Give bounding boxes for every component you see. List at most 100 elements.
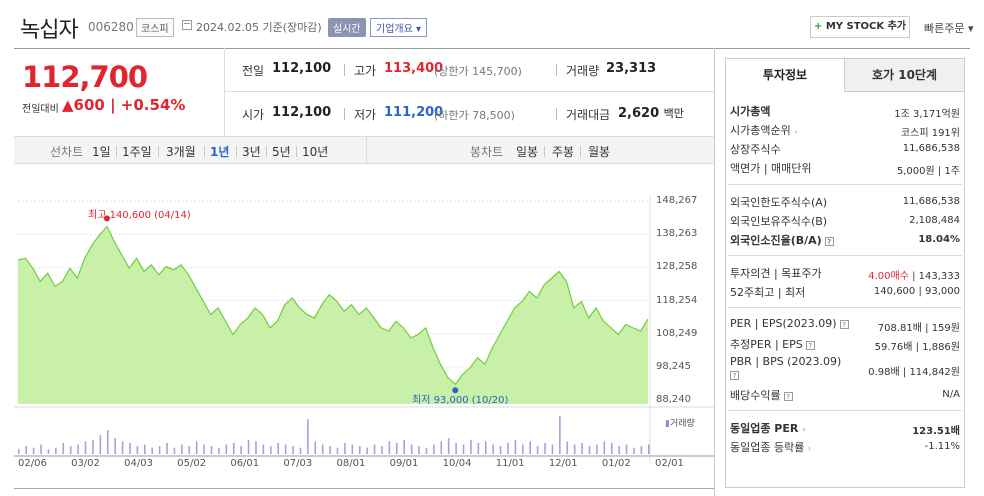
help-icon[interactable]: ? bbox=[824, 236, 834, 246]
plus-icon: + bbox=[813, 21, 823, 32]
par-value-value: 5,000원 | 1주 bbox=[896, 166, 960, 177]
volume-bar bbox=[299, 447, 302, 454]
period-1d[interactable]: 1일 bbox=[92, 145, 111, 159]
volume-bar bbox=[618, 446, 620, 454]
volume-bar bbox=[247, 439, 250, 454]
help-icon[interactable]: ? bbox=[783, 391, 793, 401]
foreign-ratio-label: 외국인소진율(B/A)? bbox=[730, 232, 834, 248]
x-tick-label: 06/01 bbox=[230, 458, 260, 469]
volume-bar bbox=[203, 444, 205, 454]
candle-weekly[interactable]: 주봉 bbox=[552, 145, 575, 159]
volume-bar bbox=[484, 441, 487, 454]
market-cap-label: 시가총액 bbox=[730, 105, 771, 118]
max-annotation: 최고 140,600 (04/14) bbox=[88, 210, 191, 221]
quick-order-dropdown[interactable]: 빠른주문 ▾ bbox=[924, 22, 974, 35]
chart-toolbar: 선차트 1일 1주일 3개월 1년 3년 5년 10년 봉차트 일봉 주봉 월봉 bbox=[14, 136, 714, 165]
volume-bar bbox=[32, 447, 35, 454]
low-value: 111,200 bbox=[384, 105, 444, 120]
volume-bar bbox=[455, 442, 457, 454]
market-cap-rank-value: 코스피 191위 bbox=[900, 128, 960, 139]
volume-bar bbox=[121, 441, 124, 454]
x-tick-label: 02/01 bbox=[655, 458, 684, 469]
dividend-value: N/A bbox=[942, 389, 960, 400]
volume-bar bbox=[529, 441, 532, 454]
volume-bar bbox=[292, 446, 294, 454]
volume-bar bbox=[210, 446, 213, 454]
foreign-hold-label: 외국인보유주식수(B) bbox=[730, 215, 828, 228]
volume-bar bbox=[166, 442, 168, 454]
period-1w[interactable]: 1주일 bbox=[122, 145, 152, 159]
volume-bar bbox=[373, 444, 376, 454]
x-tick-label: 02/06 bbox=[18, 458, 47, 469]
market-cap-value: 1조 3,171억원 bbox=[894, 109, 960, 120]
high-value: 113,400 bbox=[384, 61, 444, 76]
foreign-limit-value: 11,686,538 bbox=[902, 196, 960, 207]
x-tick-label: 08/01 bbox=[336, 458, 366, 469]
realtime-button[interactable]: 실시간 bbox=[328, 18, 366, 37]
period-10y[interactable]: 10년 bbox=[302, 145, 329, 159]
industry-change-value: -1.11% bbox=[924, 441, 960, 452]
dividend-label: 배당수익률? bbox=[730, 387, 793, 403]
tab-invest-info[interactable]: 투자정보 bbox=[725, 58, 845, 92]
period-1y[interactable]: 1년 bbox=[210, 145, 230, 159]
prev-close-value: 112,100 bbox=[272, 61, 332, 76]
pbr-bps-label: PBR | BPS (2023.09)? bbox=[730, 355, 842, 380]
foreign-hold-value: 2,108,484 bbox=[909, 215, 960, 226]
volume-bar bbox=[92, 439, 94, 454]
volume-bar bbox=[462, 444, 465, 454]
min-annotation: 최저 93,000 (10/20) bbox=[412, 395, 509, 406]
volume-bar bbox=[106, 430, 109, 454]
open-label: 시가 bbox=[242, 108, 265, 122]
y-tick-label: 138,263 bbox=[656, 228, 698, 240]
pbr-bps-value: 0.98배 | 114,842원 bbox=[868, 367, 960, 378]
volume-label: 거래량 bbox=[566, 64, 600, 78]
price-line bbox=[17, 225, 649, 386]
volume-bar bbox=[603, 441, 606, 454]
volume-bar bbox=[158, 446, 161, 454]
volume-bar bbox=[232, 442, 235, 454]
period-3y[interactable]: 3년 bbox=[242, 145, 261, 159]
price-chart[interactable] bbox=[0, 164, 714, 474]
volume-bar bbox=[396, 442, 398, 454]
candle-monthly[interactable]: 월봉 bbox=[588, 145, 611, 159]
industry-per-value: 123.51배 bbox=[912, 426, 960, 437]
volume-bar bbox=[440, 441, 443, 454]
volume-bar bbox=[240, 446, 242, 454]
trade-value-label: 거래대금 bbox=[566, 108, 611, 122]
current-price: 112,700 bbox=[22, 60, 148, 94]
lower-limit: (하한가 78,500) bbox=[434, 109, 515, 122]
stock-name: 녹십자 bbox=[20, 18, 79, 43]
volume-bar bbox=[418, 446, 420, 454]
per-eps-value: 708.81배 | 159원 bbox=[877, 323, 960, 334]
market-cap-rank-label[interactable]: 시가총액순위 › bbox=[730, 124, 798, 137]
tab-orderbook[interactable]: 호가 10단계 bbox=[845, 58, 965, 92]
industry-change-label[interactable]: 동일업종 등락률 › bbox=[730, 441, 812, 454]
volume-bar bbox=[610, 442, 613, 454]
volume-bar bbox=[262, 444, 265, 454]
max-marker bbox=[103, 215, 110, 222]
volume-bar bbox=[514, 439, 517, 454]
candle-daily[interactable]: 일봉 bbox=[516, 145, 539, 159]
volume-bar bbox=[433, 444, 435, 454]
my-stock-add-button[interactable]: + MY STOCK 추가 bbox=[810, 16, 910, 38]
price-area bbox=[18, 226, 648, 404]
period-5y[interactable]: 5년 bbox=[272, 145, 291, 159]
volume-bar bbox=[625, 444, 628, 454]
help-icon[interactable]: ? bbox=[730, 370, 739, 380]
volume-bar bbox=[492, 444, 494, 454]
market-badge: 코스피 bbox=[136, 18, 174, 37]
trade-value: 2,620 백만 bbox=[618, 106, 684, 121]
volume-bar bbox=[69, 446, 72, 454]
volume-value: 23,313 bbox=[606, 61, 657, 76]
corp-overview-dropdown[interactable]: 기업개요 ▾ bbox=[370, 18, 428, 37]
help-icon[interactable]: ? bbox=[839, 319, 849, 329]
info-tabs: 투자정보 호가 10단계 bbox=[725, 58, 965, 92]
volume-bar bbox=[181, 444, 183, 454]
volume-bar bbox=[366, 447, 368, 454]
period-3m[interactable]: 3개월 bbox=[166, 145, 196, 159]
help-icon[interactable]: ? bbox=[805, 340, 815, 350]
industry-per-label[interactable]: 동일업종 PER › bbox=[730, 422, 806, 435]
volume-bar bbox=[329, 446, 331, 454]
week52-label: 52주최고 | 최저 bbox=[730, 286, 806, 299]
volume-bar bbox=[270, 446, 272, 454]
